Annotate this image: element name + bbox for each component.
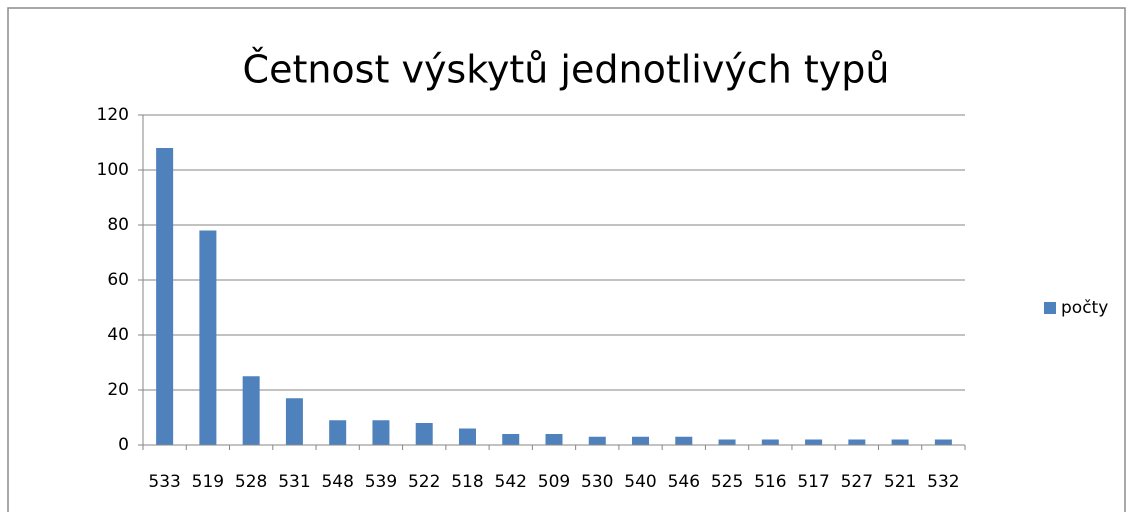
y-tick-label: 100	[97, 160, 129, 180]
bar	[891, 439, 909, 445]
bar	[588, 436, 606, 445]
bar	[675, 436, 693, 445]
bar	[632, 436, 650, 445]
y-tick-label: 120	[97, 105, 129, 125]
bar	[934, 439, 952, 445]
bar	[805, 439, 823, 445]
bar	[545, 434, 563, 445]
x-tick-label: 531	[278, 472, 310, 492]
x-tick-label: 528	[235, 472, 267, 492]
y-tick-label: 0	[118, 435, 129, 455]
x-tick-label: 546	[668, 472, 700, 492]
x-tick-label: 527	[841, 472, 873, 492]
x-tick-label: 533	[148, 472, 180, 492]
chart-frame	[7, 7, 1126, 512]
y-tick-label: 80	[107, 215, 129, 235]
x-tick-label: 548	[321, 472, 353, 492]
x-tick-label: 530	[581, 472, 613, 492]
bar	[458, 428, 476, 445]
x-tick-label: 539	[365, 472, 397, 492]
bar	[848, 439, 866, 445]
bar	[718, 439, 736, 445]
bar	[415, 423, 433, 445]
bar	[285, 398, 303, 445]
legend-swatch	[1044, 302, 1056, 314]
x-tick-label: 525	[711, 472, 743, 492]
chart-title: Četnost výskytů jednotlivých typů	[243, 48, 890, 92]
x-tick-label: 540	[624, 472, 656, 492]
x-tick-label: 516	[754, 472, 786, 492]
y-tick-label: 60	[107, 270, 129, 290]
bar	[761, 439, 779, 445]
x-tick-label: 509	[538, 472, 570, 492]
bar	[156, 148, 174, 445]
x-tick-label: 522	[408, 472, 440, 492]
bar	[502, 434, 520, 445]
bar	[372, 420, 390, 445]
legend-label: počty	[1061, 298, 1108, 318]
x-tick-label: 532	[927, 472, 959, 492]
x-tick-label: 517	[797, 472, 829, 492]
x-tick-label: 542	[495, 472, 527, 492]
bar	[329, 420, 347, 445]
bar	[242, 376, 260, 445]
x-tick-label: 519	[192, 472, 224, 492]
y-tick-label: 40	[107, 325, 129, 345]
y-tick-label: 20	[107, 380, 129, 400]
x-tick-label: 518	[451, 472, 483, 492]
x-tick-label: 521	[884, 472, 916, 492]
bar	[199, 230, 217, 445]
